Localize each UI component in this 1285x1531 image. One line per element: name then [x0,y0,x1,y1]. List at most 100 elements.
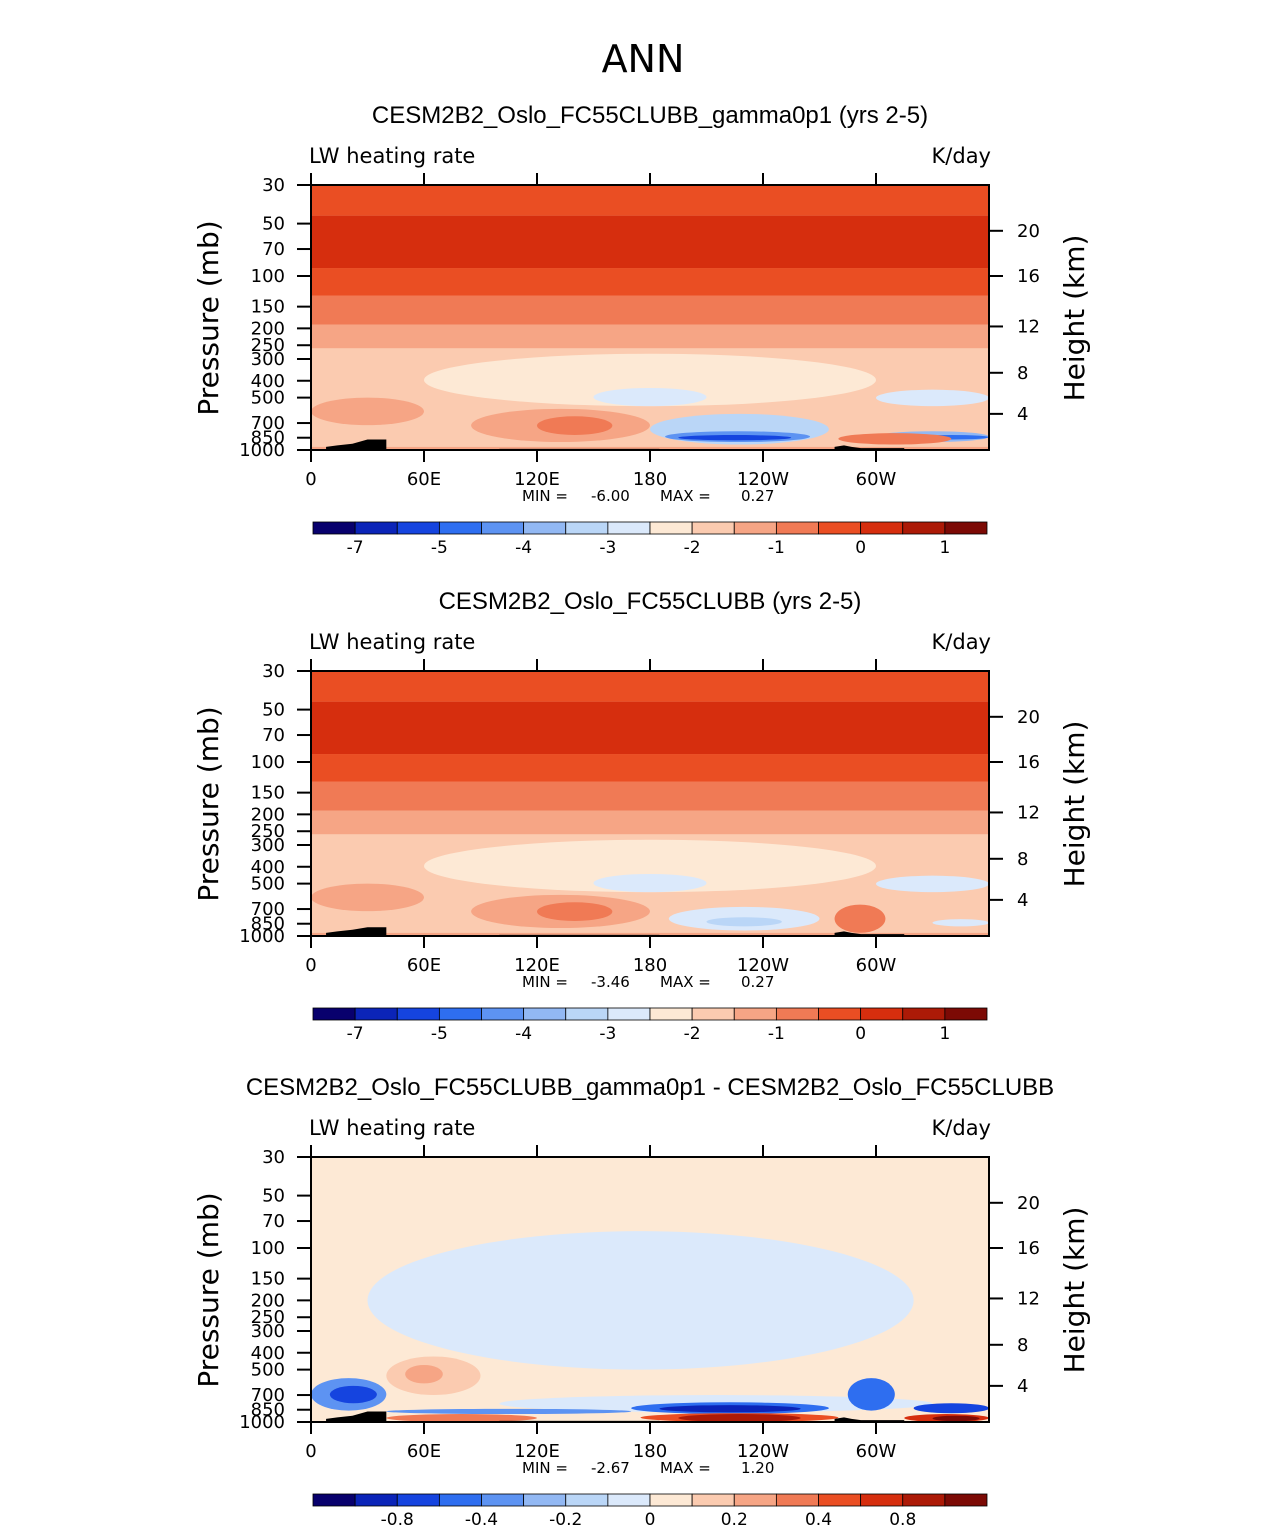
y-tick-label: 700 [251,413,285,434]
colorbar-swatch [481,1493,525,1507]
y-tick-label: 50 [262,214,285,235]
panel-title: CESM2B2_Oslo_FC55CLUBB_gamma0p1 - CESM2B… [246,1074,1054,1101]
y-tick-label: 400 [251,857,285,878]
panel-title: CESM2B2_Oslo_FC55CLUBB (yrs 2-5) [439,588,862,615]
contour-band-upper-tropo [311,324,989,349]
y-tick-label: 1000 [239,926,285,947]
y-tick-label: 1000 [239,1412,285,1433]
contour-field [311,671,989,936]
min-label: MIN = [522,1459,568,1477]
contour-region-maritime-core [537,902,613,922]
y-tick-label: 300 [251,349,285,370]
y-tick-label: 200 [251,1290,285,1311]
y-tick-label: 150 [251,1269,285,1290]
colorbar-label: 0.2 [721,1510,748,1530]
colorbar-swatch [312,1007,356,1021]
colorbar-swatch [860,1493,904,1507]
colorbar-swatch [607,521,651,535]
colorbar-swatch [944,1007,988,1021]
contour-region-stratocu-pos-core [678,1414,801,1422]
colorbar-label: -5 [431,538,448,558]
y-tick-label: 1000 [239,440,285,461]
variable-label: LW heating rate [309,630,475,654]
colorbar-swatch [354,1007,398,1021]
x-tick-label: 60W [856,469,897,490]
y-tick-label: 500 [251,874,285,895]
contour-region-blue-patch-east [876,389,989,407]
right-tick-label: 12 [1017,1288,1040,1309]
topography-africa [326,927,387,936]
colorbar-swatch [481,1007,525,1021]
colorbar-swatch [438,521,482,535]
min-label: MIN = [522,487,568,505]
colorbar-label: 0.4 [805,1510,832,1530]
contour-region-blue-patch [593,873,707,893]
x-tick-label: 0 [305,955,316,976]
y-tick-label: 70 [262,725,285,746]
y-tick-label: 300 [251,1321,285,1342]
units-label: K/day [932,144,991,168]
y-tick-label: 150 [251,297,285,318]
colorbar-swatch [565,521,609,535]
colorbar-label: 0 [645,1510,656,1530]
contour-band-upper [311,781,989,811]
topography-africa [326,1411,387,1422]
contour-field [311,185,989,450]
max-label: MAX = [660,1459,711,1477]
x-tick-label: 0 [305,469,316,490]
right-tick-label: 4 [1017,404,1028,425]
min-value: -6.00 [591,487,630,505]
contour-band-upper [311,295,989,325]
colorbar-swatch [438,1007,482,1021]
y-tick-label: 250 [251,335,285,356]
colorbar-swatch [944,1493,988,1507]
contour-region-blue-patch-east [876,875,989,893]
colorbar-label: -5 [431,1024,448,1044]
contour-band-surface [311,446,989,450]
y-tick-label: 400 [251,1343,285,1364]
contour-region-africa [311,397,424,426]
colorbar-swatch [523,1493,567,1507]
contour-band-strat [311,754,989,782]
right-tick-label: 8 [1017,1335,1028,1356]
colorbar-label: -2 [684,538,701,558]
x-tick-label: 120E [514,1441,560,1462]
min-label: MIN = [522,973,568,991]
x-tick-label: 60E [407,469,441,490]
contour-region-africa [311,883,424,912]
contour-band-top [311,185,989,216]
y-tick-label: 850 [251,914,285,935]
units-label: K/day [932,630,991,654]
y-tick-label: 200 [251,318,285,339]
y-tick-label: 500 [251,1360,285,1381]
right-tick-label: 4 [1017,890,1028,911]
y-tick-label: 700 [251,1385,285,1406]
contour-region-atlantic-neg [913,1403,989,1414]
right-tick-label: 16 [1017,752,1040,773]
panel-2: CESM2B2_Oslo_FC55CLUBB (yrs 2-5) LW heati… [192,588,1091,1044]
y-tick-label: 700 [251,899,285,920]
colorbar-label: -3 [599,1024,616,1044]
y-axis-title: Pressure (mb) [192,220,225,415]
contour-region-atlantic-pos-core [932,1415,980,1422]
max-value: 0.27 [741,973,774,991]
colorbar-swatch [523,521,567,535]
x-tick-label: 120W [737,1441,789,1462]
colorbar-swatch [902,521,946,535]
colorbar-swatch [607,1493,651,1507]
colorbar-swatch [649,521,693,535]
y-tick-label: 200 [251,804,285,825]
colorbar-swatch [649,1493,693,1507]
max-value: 1.20 [741,1459,774,1477]
y-tick-label: 250 [251,1307,285,1328]
colorbar-swatch [733,1493,777,1507]
right-tick-label: 8 [1017,849,1028,870]
topography-andes [834,1417,905,1422]
contour-region-upper-neg [367,1231,914,1370]
colorbar-swatch [396,1493,440,1507]
colorbar-swatch [860,1007,904,1021]
right-tick-label: 4 [1017,1376,1028,1397]
right-tick-label: 20 [1017,221,1040,242]
colorbar-label: -0.2 [549,1510,582,1530]
